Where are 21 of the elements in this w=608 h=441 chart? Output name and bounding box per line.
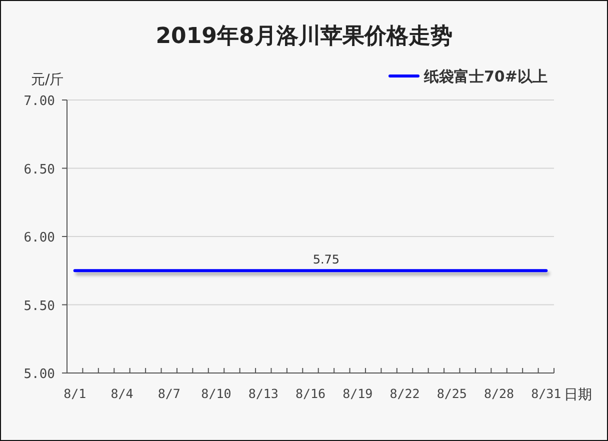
x-tick-label: 8/31 — [531, 386, 562, 401]
legend-label: 纸袋富士70#以上 — [423, 68, 548, 86]
x-tick-label: 8/4 — [110, 386, 134, 401]
y-tick-label: 5.50 — [24, 298, 55, 314]
x-tick-label: 8/19 — [342, 386, 373, 401]
chart-title: 2019年8月洛川苹果价格走势 — [156, 24, 452, 49]
x-tick-label: 8/28 — [484, 386, 514, 401]
x-tick-label: 8/16 — [295, 386, 326, 401]
x-tick-label: 8/10 — [201, 386, 232, 401]
x-tick-label: 8/7 — [158, 386, 180, 401]
y-tick-label: 5.00 — [24, 367, 55, 382]
data-label: 5.75 — [312, 252, 340, 267]
y-tick-label: 6.50 — [24, 162, 55, 178]
x-tick-label: 8/1 — [64, 386, 86, 401]
x-tick-label: 8/13 — [248, 386, 278, 401]
x-tick-label: 8/22 — [390, 386, 420, 401]
y-axis-title: 元/斤 — [31, 72, 64, 88]
x-axis-title: 日期 — [564, 387, 592, 403]
y-tick-label: 7.00 — [24, 94, 55, 109]
x-tick-label: 8/25 — [436, 386, 467, 401]
y-tick-label: 6.00 — [24, 230, 55, 246]
